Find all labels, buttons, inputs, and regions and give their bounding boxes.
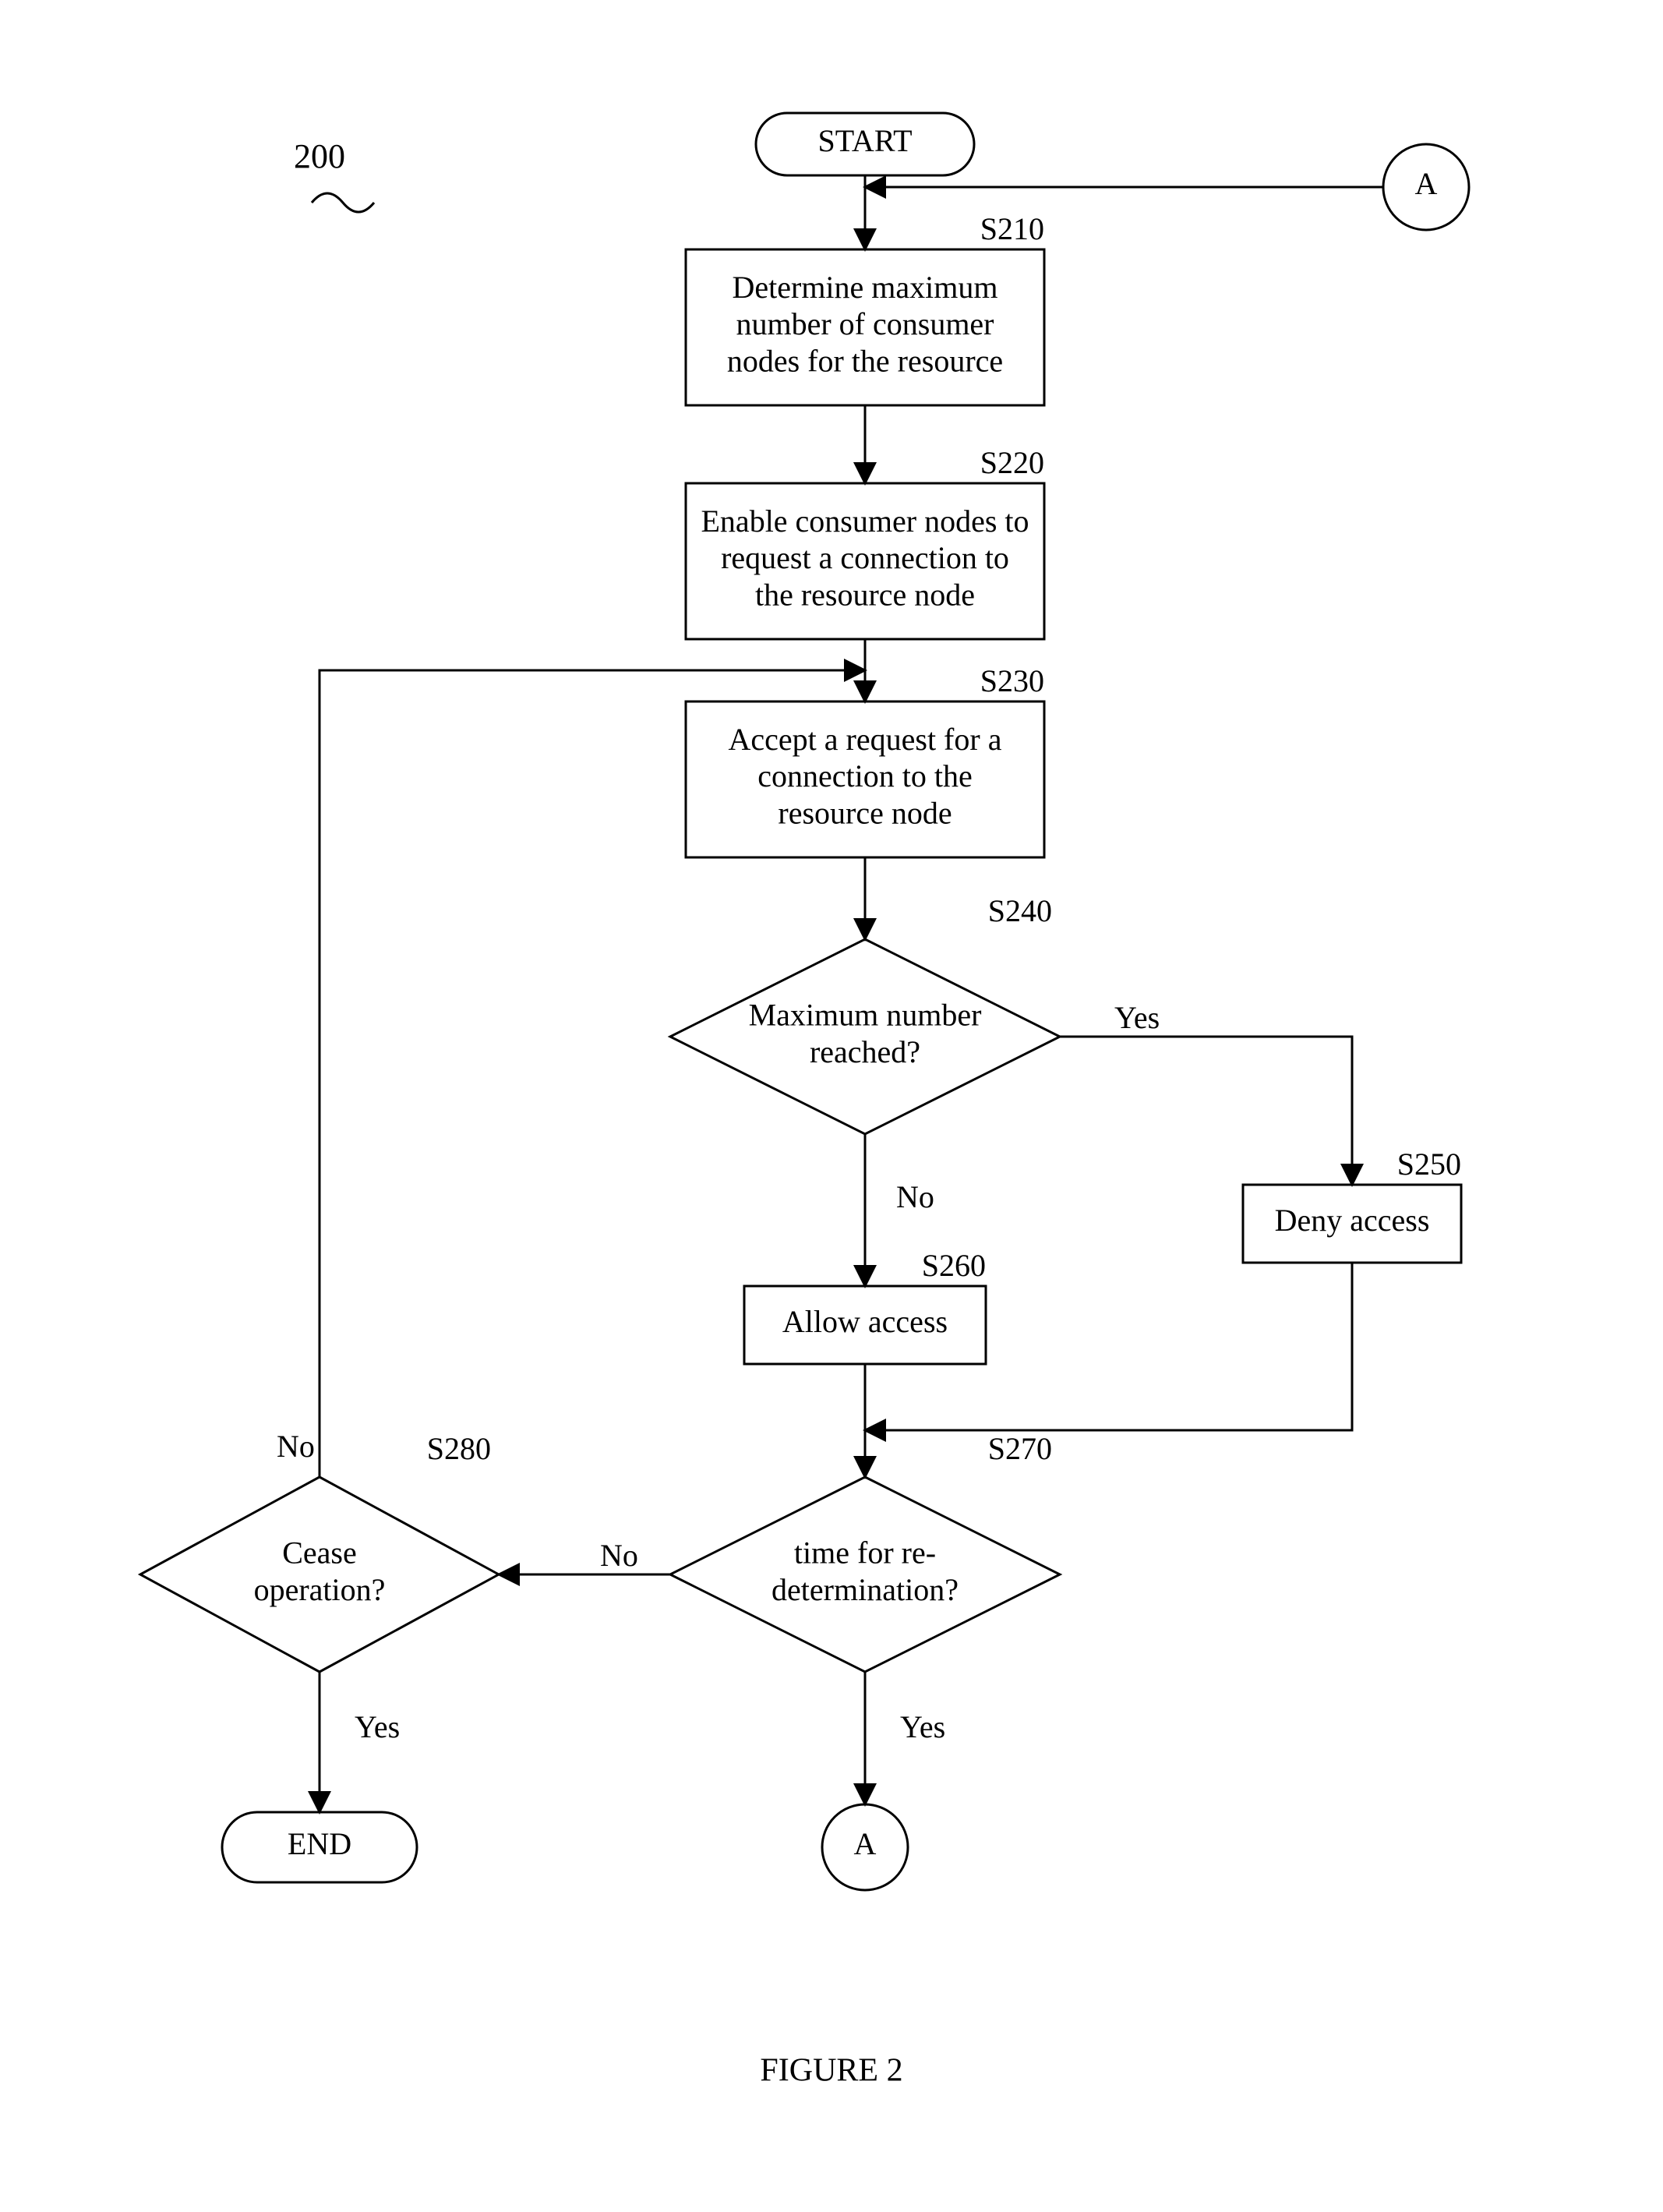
svg-text:S230: S230 (980, 663, 1044, 698)
svg-text:No: No (277, 1429, 315, 1464)
svg-text:Allow access: Allow access (782, 1304, 948, 1339)
svg-text:nodes for the resource: nodes for the resource (727, 343, 1003, 378)
svg-text:determination?: determination? (771, 1572, 959, 1607)
svg-text:Cease: Cease (282, 1535, 357, 1571)
svg-text:Accept a request for a: Accept a request for a (729, 722, 1002, 757)
svg-text:number of consumer: number of consumer (736, 306, 994, 341)
svg-text:A: A (1415, 166, 1438, 201)
node-Abot: A (822, 1804, 908, 1890)
node-end: END (222, 1812, 417, 1882)
svg-text:S220: S220 (980, 445, 1044, 480)
svg-text:No: No (896, 1179, 934, 1214)
node-Atop: A (1383, 144, 1469, 230)
svg-text:A: A (854, 1826, 877, 1861)
node-start: START (756, 113, 974, 175)
svg-text:the resource node: the resource node (755, 577, 975, 612)
svg-text:S270: S270 (988, 1431, 1052, 1466)
svg-text:START: START (817, 123, 912, 158)
svg-text:END: END (288, 1826, 351, 1861)
svg-text:Yes: Yes (355, 1709, 400, 1744)
edge-6 (1060, 1037, 1352, 1185)
svg-text:connection to the: connection to the (757, 758, 972, 793)
svg-text:S250: S250 (1397, 1147, 1461, 1182)
svg-text:S210: S210 (980, 211, 1044, 246)
svg-text:S240: S240 (988, 893, 1052, 928)
svg-text:resource node: resource node (778, 795, 952, 830)
svg-text:Determine maximum: Determine maximum (732, 270, 997, 305)
svg-text:operation?: operation? (254, 1572, 386, 1607)
svg-text:Yes: Yes (900, 1709, 945, 1744)
svg-text:time for re-: time for re- (794, 1535, 936, 1571)
svg-text:No: No (600, 1538, 638, 1573)
svg-text:Maximum number: Maximum number (749, 998, 982, 1033)
svg-text:Yes: Yes (1114, 1000, 1160, 1035)
svg-text:Deny access: Deny access (1275, 1203, 1430, 1238)
svg-text:S260: S260 (922, 1248, 986, 1283)
svg-text:S280: S280 (427, 1431, 491, 1466)
svg-text:FIGURE 2: FIGURE 2 (760, 2053, 902, 2089)
svg-text:200: 200 (294, 137, 345, 175)
svg-text:request a connection to: request a connection to (721, 540, 1009, 575)
svg-text:Enable consumer nodes to: Enable consumer nodes to (701, 504, 1029, 539)
svg-text:reached?: reached? (810, 1034, 920, 1069)
